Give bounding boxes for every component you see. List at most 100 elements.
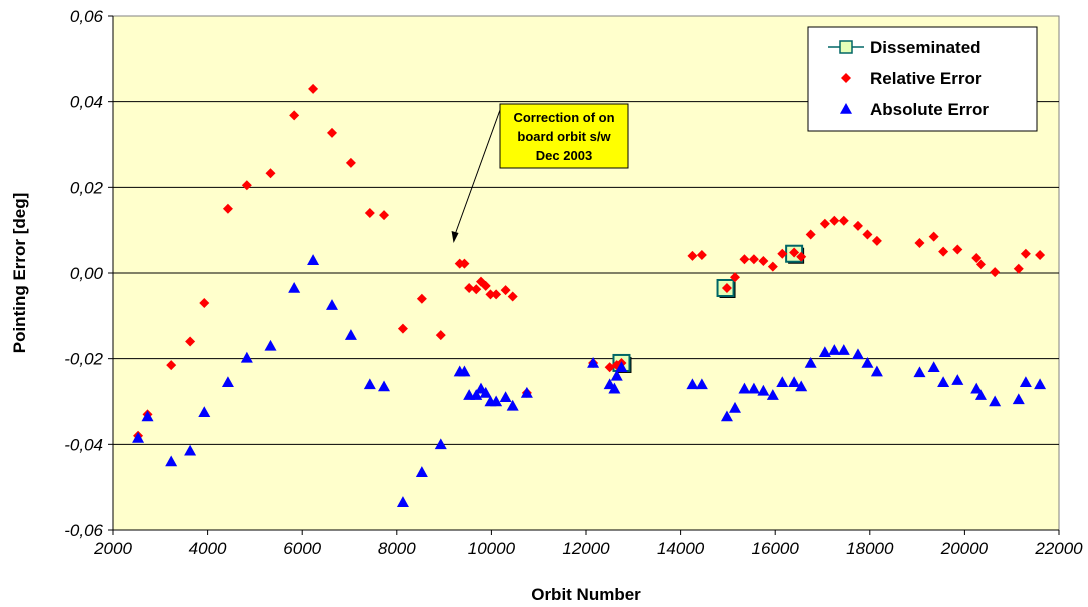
annotation-text: Correction of on	[513, 110, 614, 125]
relative-error-point	[748, 254, 759, 265]
absolute-error-point	[378, 380, 391, 392]
absolute-error-point	[506, 399, 519, 411]
relative-error-point	[862, 229, 873, 240]
relative-error-point	[1013, 263, 1024, 274]
relative-error-point	[829, 215, 840, 226]
absolute-error-point	[610, 369, 623, 381]
relative-error-point	[364, 208, 375, 219]
absolute-error-point	[396, 496, 409, 507]
relative-error-point	[1020, 248, 1031, 259]
absolute-error-point	[499, 391, 512, 403]
absolute-error-point	[927, 361, 940, 373]
annotation: Correction of on board orbit s/w Dec 2003	[451, 103, 629, 244]
absolute-error-point	[695, 378, 708, 390]
absolute-error-point	[937, 376, 950, 388]
relative-error-point	[928, 231, 939, 242]
relative-error-point	[687, 250, 698, 261]
relative-error-point	[485, 289, 496, 300]
relative-error-point	[345, 157, 356, 168]
y-tick-label: -0,04	[64, 435, 103, 454]
absolute-error-point	[795, 380, 808, 392]
x-tick-label: 2000	[93, 539, 132, 558]
relative-error-point	[265, 168, 276, 179]
relative-error-point	[491, 289, 502, 300]
absolute-error-point	[458, 365, 471, 377]
absolute-error-point	[757, 384, 770, 396]
absolute-error-point	[470, 389, 483, 400]
y-tick-label: 0,02	[70, 178, 104, 197]
absolute-error-point	[1034, 378, 1047, 390]
absolute-error-point	[913, 366, 926, 378]
x-tick-label: 6000	[283, 539, 321, 558]
x-axis-title: Orbit Number	[531, 585, 641, 604]
relative-error-point	[241, 180, 252, 191]
absolute-error-point	[776, 376, 789, 388]
absolute-error-point	[788, 376, 801, 388]
annotation-arrow-line	[455, 109, 501, 234]
absolute-error-point	[686, 378, 699, 390]
relative-error-point	[819, 218, 830, 229]
relative-error-point	[416, 293, 427, 304]
x-tick-label: 10000	[468, 539, 516, 558]
x-tick-label: 8000	[378, 539, 416, 558]
absolute-error-point	[221, 376, 234, 388]
absolute-error-point	[804, 356, 817, 368]
annotation-text: Dec 2003	[536, 148, 592, 163]
absolute-error-point	[184, 444, 197, 456]
y-tick-label: 0,00	[70, 264, 104, 283]
absolute-error-point	[766, 389, 779, 400]
absolute-error-point	[325, 299, 338, 310]
absolute-error-point	[1019, 376, 1032, 388]
absolute-error-point	[415, 466, 428, 477]
relative-error-point	[729, 272, 740, 283]
legend-label: Disseminated	[870, 38, 981, 57]
relative-error-point	[471, 284, 482, 295]
relative-error-point	[777, 248, 788, 259]
relative-error-point	[326, 127, 337, 138]
relative-error-point	[464, 282, 475, 293]
absolute-error-point	[840, 103, 852, 114]
y-tick-label: -0,06	[64, 521, 103, 540]
x-tick-label: 20000	[940, 539, 989, 558]
relative-error-point	[500, 285, 511, 296]
absolute-error-point	[363, 378, 376, 390]
absolute-error-point	[587, 356, 600, 368]
x-tick-label: 4000	[189, 539, 227, 558]
absolute-error-point	[720, 410, 733, 422]
absolute-error-point	[198, 406, 211, 418]
y-axis-title: Pointing Error [deg]	[10, 193, 29, 354]
absolute-error-point	[828, 344, 841, 355]
absolute-error-point	[1012, 393, 1025, 405]
legend: Disseminated Relative Error Absolute Error	[807, 26, 1038, 132]
annotation-box	[499, 103, 629, 169]
absolute-error-point	[728, 401, 741, 413]
relative-error-point	[721, 282, 732, 293]
relative-error-point	[222, 203, 233, 214]
relative-error-point	[459, 258, 470, 269]
relative-error-point	[852, 220, 863, 231]
relative-error-point	[975, 259, 986, 270]
axes: -0,06 -0,04 -0,02 0,00 0,02 0,04 0,06 2000 4000 6…	[64, 7, 1083, 558]
x-tick-label: 16000	[752, 539, 800, 558]
relative-error-point	[199, 297, 210, 308]
relative-error-point	[871, 235, 882, 246]
annotation-arrowhead	[451, 231, 459, 244]
absolute-error-point	[434, 438, 447, 450]
absolute-error-point	[837, 344, 850, 355]
relative-error-point	[914, 238, 925, 249]
x-tick-label: 22000	[1034, 539, 1083, 558]
y-tick-label: 0,06	[70, 7, 104, 26]
absolute-error-point	[608, 382, 621, 394]
annotation-text: board orbit s/w	[517, 129, 611, 144]
relative-error-point	[838, 215, 849, 226]
relative-error-point	[990, 267, 1001, 278]
y-tick-label: 0,04	[70, 93, 103, 112]
relative-error-point	[758, 256, 769, 267]
relative-error-point	[435, 330, 446, 341]
absolute-error-point	[818, 346, 831, 358]
absolute-error-point	[288, 281, 301, 293]
x-tick-label: 12000	[562, 539, 610, 558]
absolute-error-point	[747, 382, 760, 394]
absolute-error-point	[490, 395, 503, 407]
